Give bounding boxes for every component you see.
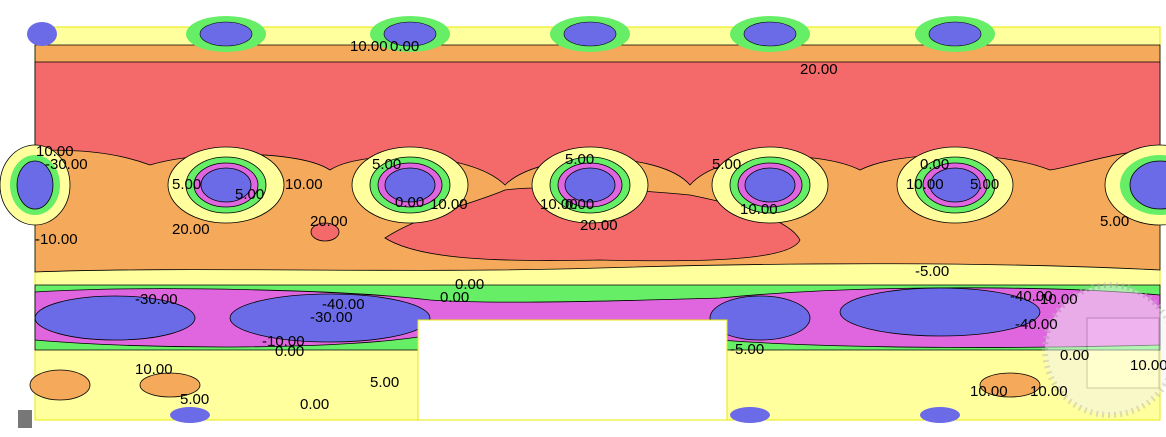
contour-label: 20.00 <box>172 221 210 238</box>
contour-label: -40.00 <box>1015 316 1058 333</box>
contour-label: 10.00 <box>540 196 578 213</box>
contour-label: 10.00 <box>430 196 468 213</box>
contour-label: 10.00 <box>285 176 323 193</box>
contour-label: 0.00 <box>440 289 469 306</box>
contour-label: -40.00 <box>322 296 365 313</box>
contour-label: 10.00 <box>906 176 944 193</box>
contour-label: 20.00 <box>580 217 618 234</box>
contour-label: -10.00 <box>262 333 305 350</box>
view-cube <box>1042 282 1166 418</box>
contour-label: -10.00 <box>1035 291 1078 308</box>
contour-label: 20.00 <box>310 213 348 230</box>
contour-label: 5.00 <box>372 156 401 173</box>
contour-label: -40.00 <box>1010 288 1053 305</box>
contour-label: -30.00 <box>310 309 353 326</box>
contour-label: 0.00 <box>920 156 949 173</box>
contour-label: 10.00 <box>350 38 388 55</box>
contour-label: -5.00 <box>915 263 949 280</box>
contour-label: 5.00 <box>235 186 264 203</box>
contour-label: 10.00 <box>36 143 74 160</box>
contour-label: 5.00 <box>712 156 741 173</box>
contour-label: 10.00 <box>135 361 173 378</box>
contour-label: 0.00 <box>275 343 304 360</box>
contour-label: 10.00 <box>970 383 1008 400</box>
grid-icon <box>18 410 32 428</box>
contour-label: 0.00 <box>300 396 329 413</box>
contour-label: 5.00 <box>970 176 999 193</box>
contour-label: -5.00 <box>730 341 764 358</box>
contour-label: 10.00 <box>1030 383 1068 400</box>
contour-label: 5.00 <box>370 374 399 391</box>
contour-label: 0.00 <box>395 194 424 211</box>
slab-opening <box>417 319 728 421</box>
contour-label: 5.00 <box>1100 213 1129 230</box>
lower-zones <box>29 222 1161 423</box>
contour-label: 0.00 <box>1060 347 1089 364</box>
contour-label: -30.00 <box>135 291 178 308</box>
contour-label: -10.00 <box>35 231 78 248</box>
contour-label: 5.00 <box>565 151 594 168</box>
top-column-zones <box>27 16 995 52</box>
contour-label: 10.00 <box>1130 357 1166 374</box>
contour-label: 5.00 <box>180 391 209 408</box>
contour-label: 0.00 <box>455 276 484 293</box>
contour-label: 5.00 <box>172 176 201 193</box>
contour-label: 0.00 <box>565 196 594 213</box>
contour-label: 20.00 <box>800 61 838 78</box>
contour-label: 10.00 <box>740 201 778 218</box>
contour-label: -30.00 <box>45 156 88 173</box>
contour-label: 0.00 <box>390 38 419 55</box>
column-zones <box>0 144 1166 226</box>
